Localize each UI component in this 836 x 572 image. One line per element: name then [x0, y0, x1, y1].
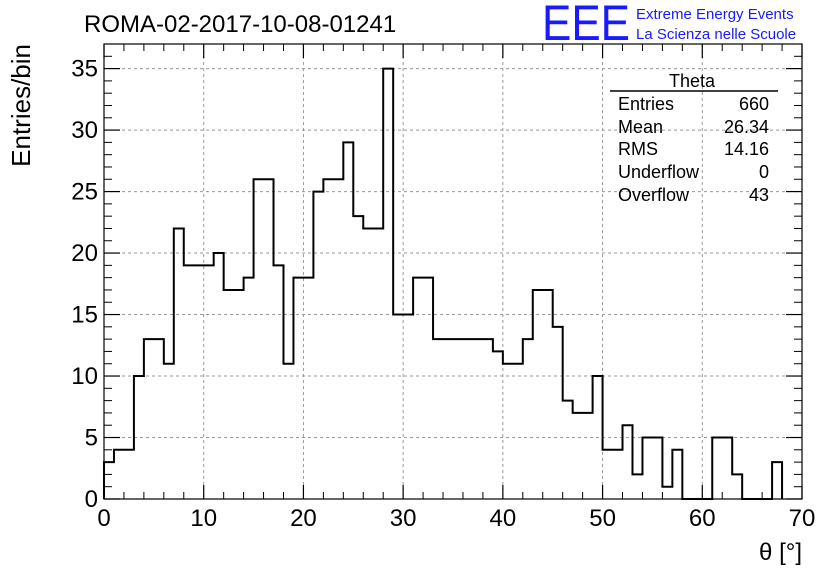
logo-line-2: La Scienza nelle Scuole	[636, 26, 796, 43]
grid-lines	[104, 44, 802, 499]
stats-title: Theta	[669, 71, 716, 91]
x-tick-label: 60	[689, 505, 716, 532]
stats-value: 14.16	[724, 139, 769, 159]
stats-value: 660	[739, 94, 769, 114]
y-tick-label: 5	[85, 425, 98, 452]
x-tick-label: 0	[97, 505, 110, 532]
y-tick-label: 15	[71, 302, 98, 329]
eee-logo: EEE Extreme Energy Events La Scienza nel…	[542, 0, 796, 51]
y-tick-label: 35	[71, 56, 98, 83]
axis-ticks: 0 10 20 30 40 50 60 70 0 5 10 15 20 25 30 35	[71, 43, 816, 532]
stats-value: 43	[749, 185, 769, 205]
stats-label: Entries	[618, 94, 674, 114]
stats-value: 0	[759, 162, 769, 182]
stats-label: Mean	[618, 117, 663, 137]
x-tick-label: 20	[290, 505, 317, 532]
y-tick-label: 30	[71, 117, 98, 144]
histogram-line	[103, 67, 784, 500]
x-tick-label: 30	[390, 505, 417, 532]
chart-title: ROMA-02-2017-10-08-01241	[84, 11, 396, 38]
plot-frame	[103, 43, 803, 500]
x-tick-label: 70	[789, 505, 816, 532]
x-tick-label: 10	[190, 505, 217, 532]
stats-box: Theta Entries 660 Mean 26.34 RMS 14.16 U…	[610, 71, 778, 205]
y-tick-label: 10	[71, 363, 98, 390]
stats-label: RMS	[618, 139, 658, 159]
stats-label: Overflow	[618, 185, 690, 205]
stats-value: 26.34	[724, 117, 769, 137]
logo-mark: EEE	[542, 0, 630, 51]
x-tick-label: 40	[490, 505, 517, 532]
x-tick-label: 50	[589, 505, 616, 532]
x-axis-label: θ [°]	[759, 539, 802, 566]
y-axis-label: Entries/bin	[6, 44, 36, 167]
y-tick-label: 25	[71, 179, 98, 206]
y-tick-label: 20	[71, 240, 98, 267]
stats-label: Underflow	[618, 162, 700, 182]
logo-line-1: Extreme Energy Events	[636, 6, 794, 23]
y-tick-label: 0	[85, 486, 98, 513]
